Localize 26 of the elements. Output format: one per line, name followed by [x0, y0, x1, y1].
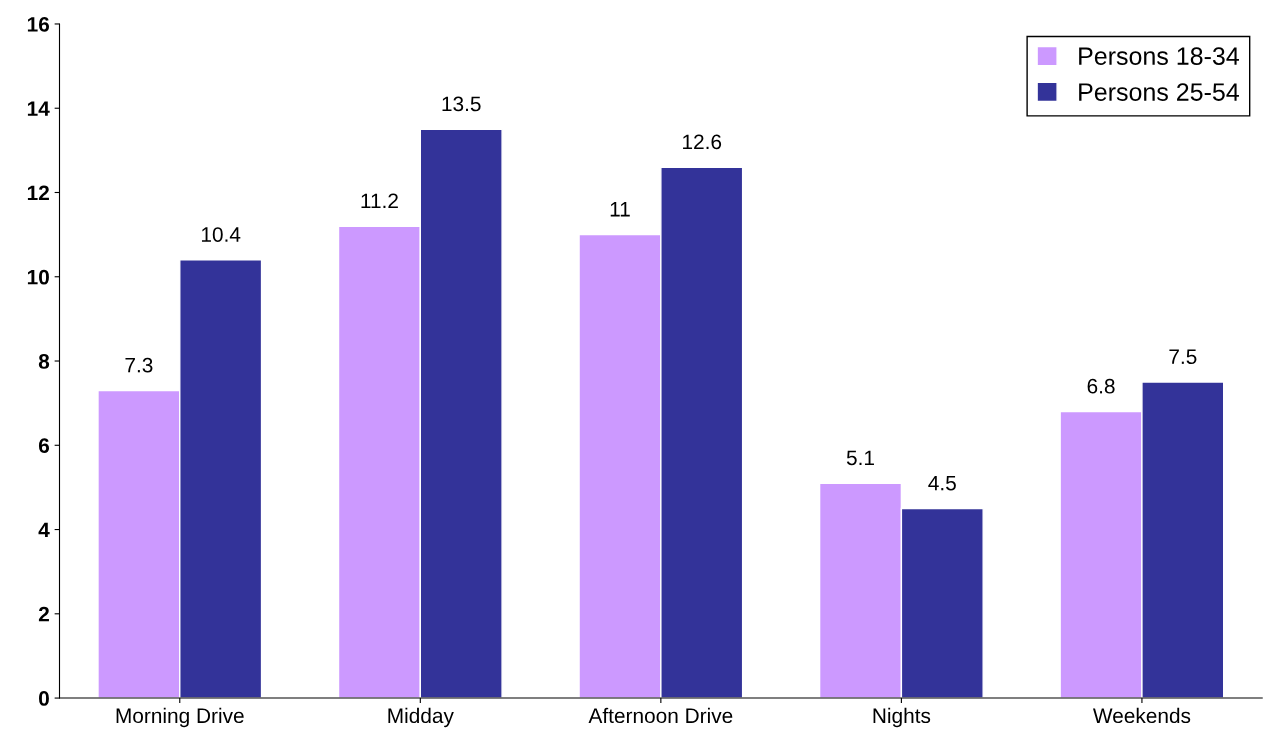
y-tick-label: 16	[27, 16, 50, 32]
legend-label: Persons 18-34	[1079, 47, 1239, 65]
data-label: 5.1	[846, 450, 874, 466]
data-label: 7.3	[125, 357, 153, 373]
data-label: 10.4	[201, 227, 241, 242]
data-label: 12.6	[683, 134, 722, 150]
y-tick-label: 0	[39, 691, 49, 706]
data-label: 7.5	[1169, 349, 1197, 365]
y-tick-label: 14	[27, 101, 50, 116]
x-tick-label: Midday	[388, 707, 454, 728]
data-label: 11.2	[361, 193, 398, 208]
data-label: 11	[610, 202, 630, 217]
y-tick-label: 4	[38, 522, 50, 538]
y-tick-label: 6	[38, 438, 50, 454]
data-label: 6.8	[1087, 378, 1115, 394]
x-tick-label: Afternoon Drive	[588, 707, 733, 724]
y-tick-label: 2	[38, 606, 49, 622]
legend-label: Persons 25-54	[1079, 83, 1239, 101]
data-label: 13.5	[442, 96, 481, 112]
data-label: 4.5	[928, 475, 956, 491]
x-tick-label: Nights	[873, 707, 931, 728]
y-tick-label: 8	[38, 354, 50, 369]
y-tick-label: 12	[27, 185, 49, 201]
y-tick-label: 10	[27, 269, 49, 285]
x-tick-label: Weekends	[1092, 707, 1191, 724]
x-tick-label: Morning Drive	[116, 707, 244, 728]
